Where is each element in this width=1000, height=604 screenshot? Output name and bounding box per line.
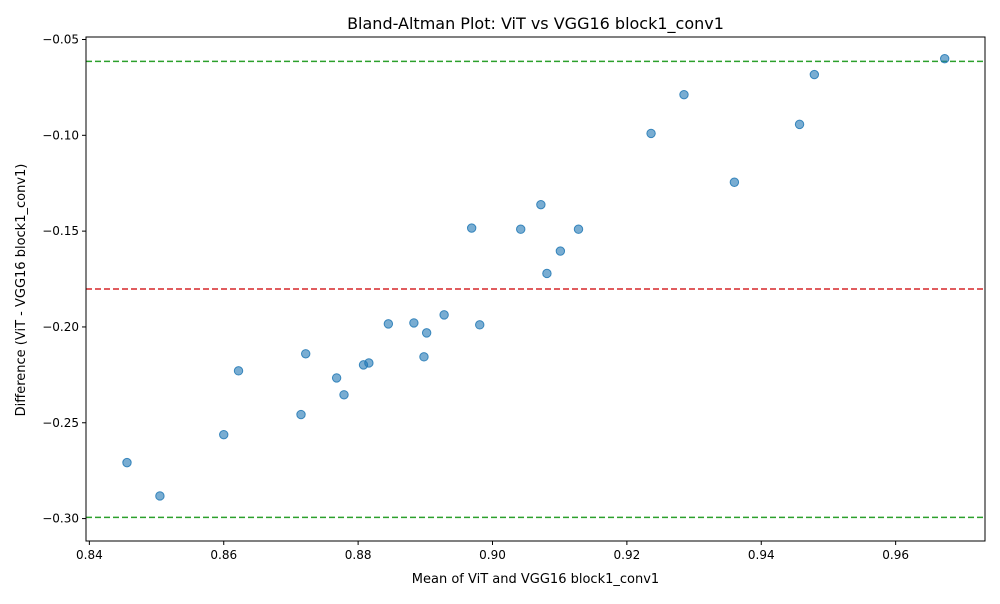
plot-frame — [85, 36, 986, 542]
data-point — [542, 268, 552, 279]
x-tick-label: 0.88 — [345, 548, 372, 562]
x-tick-label: 0.86 — [210, 548, 237, 562]
y-tick-label: −0.20 — [42, 320, 79, 334]
data-point — [679, 89, 689, 100]
data-points — [122, 53, 950, 501]
data-point — [364, 358, 374, 368]
y-tick-label: −0.25 — [42, 416, 79, 430]
y-tick-label: −0.15 — [42, 224, 79, 238]
data-point — [301, 349, 311, 359]
y-tick-label: −0.05 — [42, 32, 79, 46]
x-tick-label: 0.90 — [479, 548, 506, 562]
data-point — [536, 199, 546, 210]
y-tick-label: −0.30 — [42, 512, 79, 526]
data-point — [339, 390, 349, 400]
data-point — [939, 53, 950, 64]
data-point — [573, 224, 584, 234]
data-point — [809, 69, 820, 80]
data-point — [331, 373, 342, 383]
data-point — [516, 224, 526, 234]
data-point — [794, 119, 805, 130]
data-point — [155, 491, 165, 501]
data-point — [555, 246, 566, 256]
data-point — [646, 128, 656, 139]
x-tick-label: 0.94 — [748, 548, 775, 562]
data-point — [419, 352, 429, 362]
data-point — [466, 223, 477, 233]
data-point — [122, 457, 132, 468]
x-tick-label: 0.96 — [882, 548, 909, 562]
x-axis-label: Mean of ViT and VGG16 block1_conv1 — [412, 572, 659, 587]
x-tick-label: 0.92 — [614, 548, 641, 562]
data-point — [439, 310, 449, 320]
data-point — [383, 319, 394, 329]
reference-lines — [86, 60, 985, 519]
data-point — [219, 429, 229, 440]
chart-title: Bland-Altman Plot: ViT vs VGG16 block1_c… — [347, 14, 724, 34]
data-point — [729, 177, 740, 187]
y-axis-label: Difference (ViT - VGG16 block1_conv1) — [14, 164, 29, 417]
y-axis-ticks: −0.30 −0.25 −0.20 −0.15 −0.10 −0.05 — [42, 32, 86, 526]
data-point — [233, 366, 244, 376]
x-axis-ticks: 0.84 0.86 0.88 0.90 0.92 0.94 0.96 — [76, 541, 909, 562]
data-point — [409, 318, 419, 328]
data-point — [475, 320, 485, 330]
data-point — [421, 328, 432, 338]
data-point — [296, 409, 306, 420]
y-tick-label: −0.10 — [42, 128, 79, 142]
x-tick-label: 0.84 — [76, 548, 103, 562]
